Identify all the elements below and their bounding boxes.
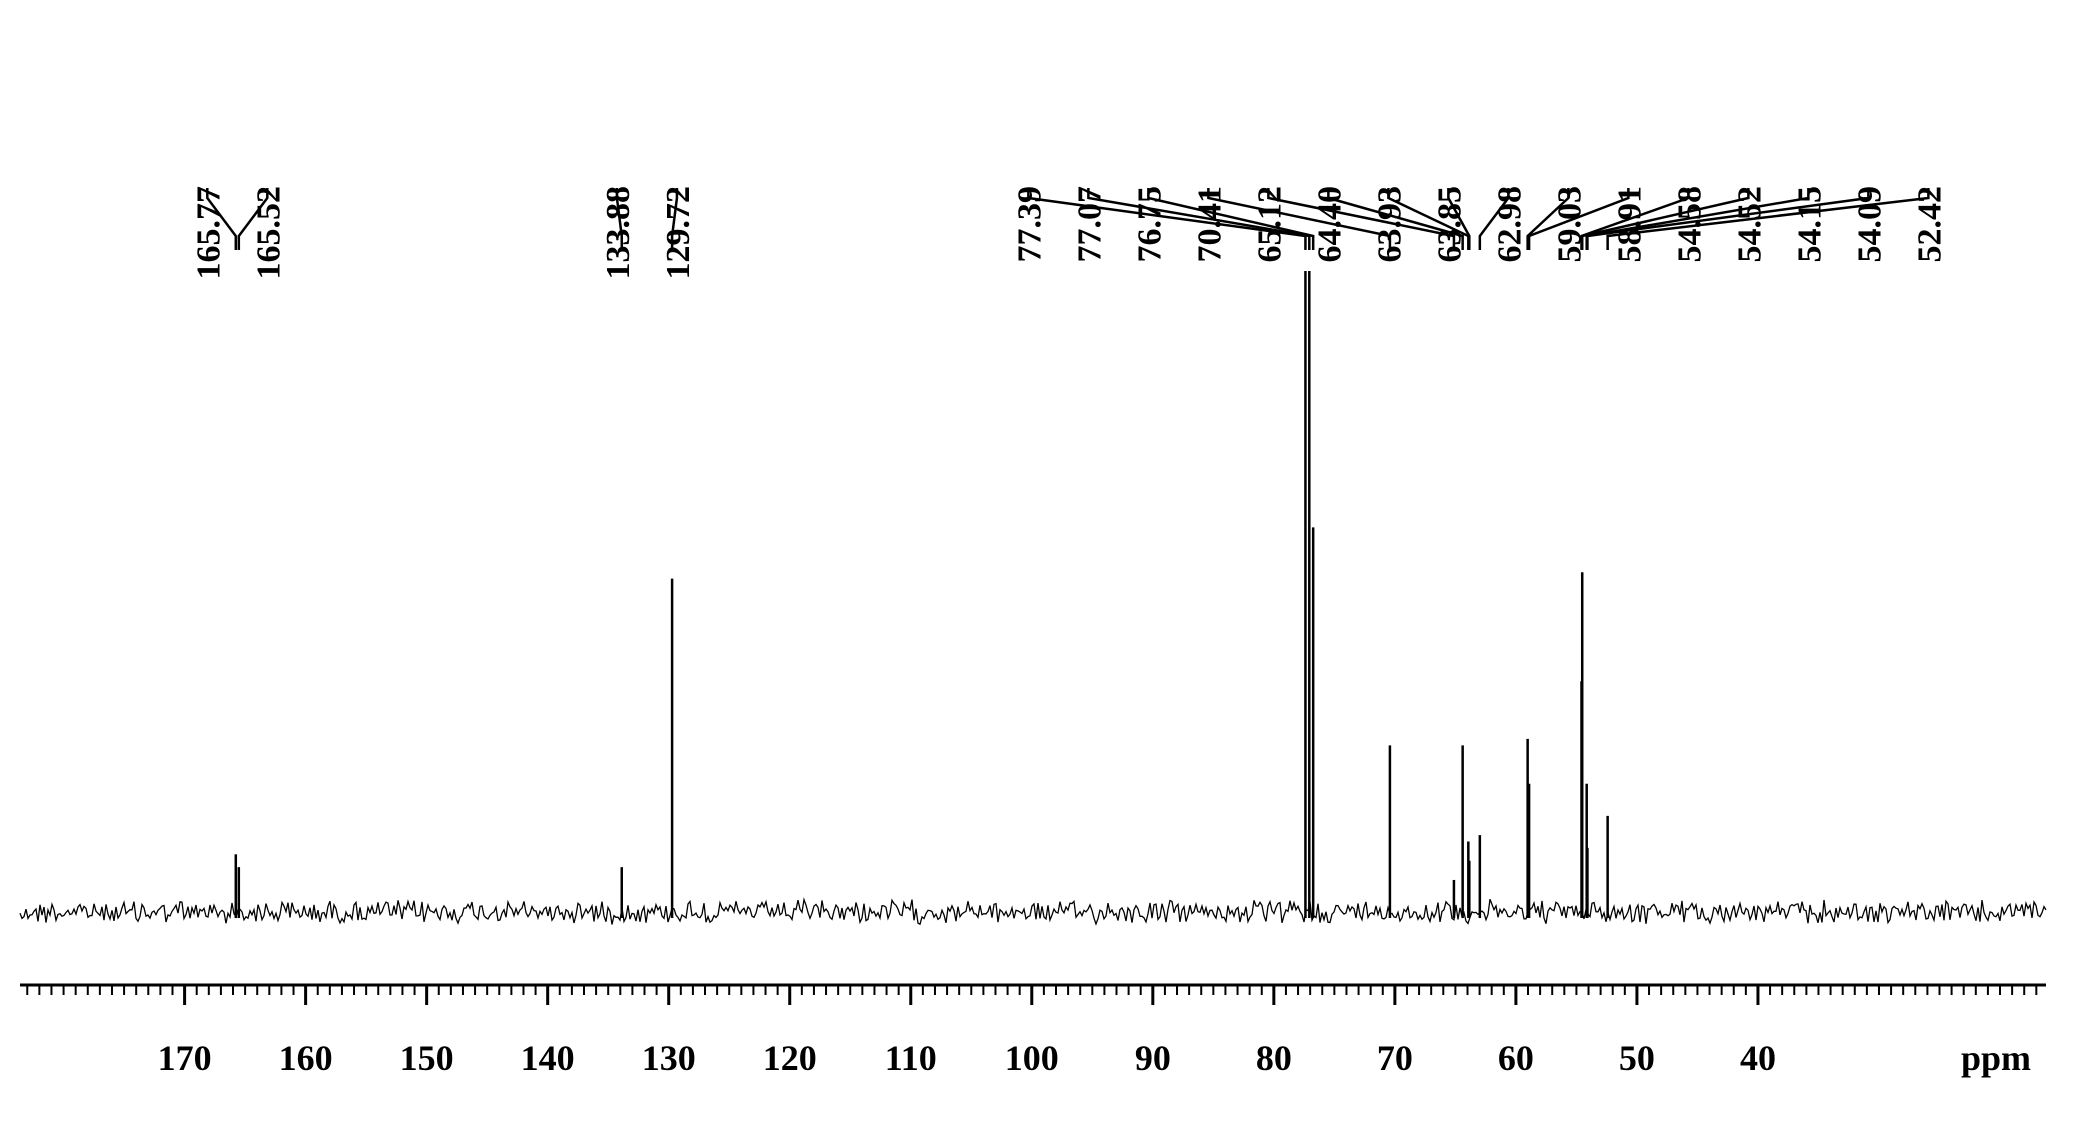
peak-leader bbox=[206, 188, 238, 250]
x-tick-label: 90 bbox=[1135, 1038, 1171, 1078]
x-tick-label: 50 bbox=[1619, 1038, 1655, 1078]
x-tick-label: 70 bbox=[1377, 1038, 1413, 1078]
x-tick-label: 100 bbox=[1005, 1038, 1059, 1078]
peak-leader bbox=[670, 188, 679, 250]
peak-leader bbox=[1527, 188, 1630, 250]
x-axis-label: ppm bbox=[1961, 1038, 2031, 1078]
peak-label: 62.98 bbox=[1491, 186, 1528, 263]
peak-leader bbox=[1526, 188, 1570, 250]
x-tick-label: 130 bbox=[642, 1038, 696, 1078]
peak-leader bbox=[1586, 188, 1870, 250]
peak-leader bbox=[615, 188, 623, 250]
peak-label: 129.72 bbox=[660, 186, 697, 280]
peak-leader bbox=[1580, 188, 1750, 250]
x-tick-label: 80 bbox=[1256, 1038, 1292, 1078]
x-tick-label: 110 bbox=[885, 1038, 937, 1078]
peak-leader bbox=[1207, 188, 1392, 250]
peak-label: 165.52 bbox=[250, 186, 287, 280]
baseline-noise bbox=[19, 897, 2047, 926]
peak-label: 52.42 bbox=[1911, 186, 1948, 263]
peak-leader bbox=[1147, 188, 1315, 250]
x-tick-label: 140 bbox=[521, 1038, 575, 1078]
peak-leader bbox=[1606, 188, 1930, 250]
peak-label: 54.52 bbox=[1731, 186, 1768, 263]
peak-leader bbox=[1447, 188, 1471, 250]
peak-label: 54.09 bbox=[1851, 186, 1888, 263]
peak-label: 54.15 bbox=[1791, 186, 1828, 263]
peak-leader bbox=[1327, 188, 1464, 250]
peak-leader bbox=[237, 188, 269, 250]
x-tick-label: 150 bbox=[400, 1038, 454, 1078]
peak-leader bbox=[1087, 188, 1311, 250]
x-tick-label: 170 bbox=[158, 1038, 212, 1078]
x-tick-label: 120 bbox=[763, 1038, 817, 1078]
peak-leader bbox=[1267, 188, 1456, 250]
x-tick-label: 40 bbox=[1740, 1038, 1776, 1078]
x-tick-label: 60 bbox=[1498, 1038, 1534, 1078]
peak-leader bbox=[1027, 188, 1307, 250]
x-tick-label: 160 bbox=[279, 1038, 333, 1078]
peak-leader bbox=[1478, 188, 1510, 250]
